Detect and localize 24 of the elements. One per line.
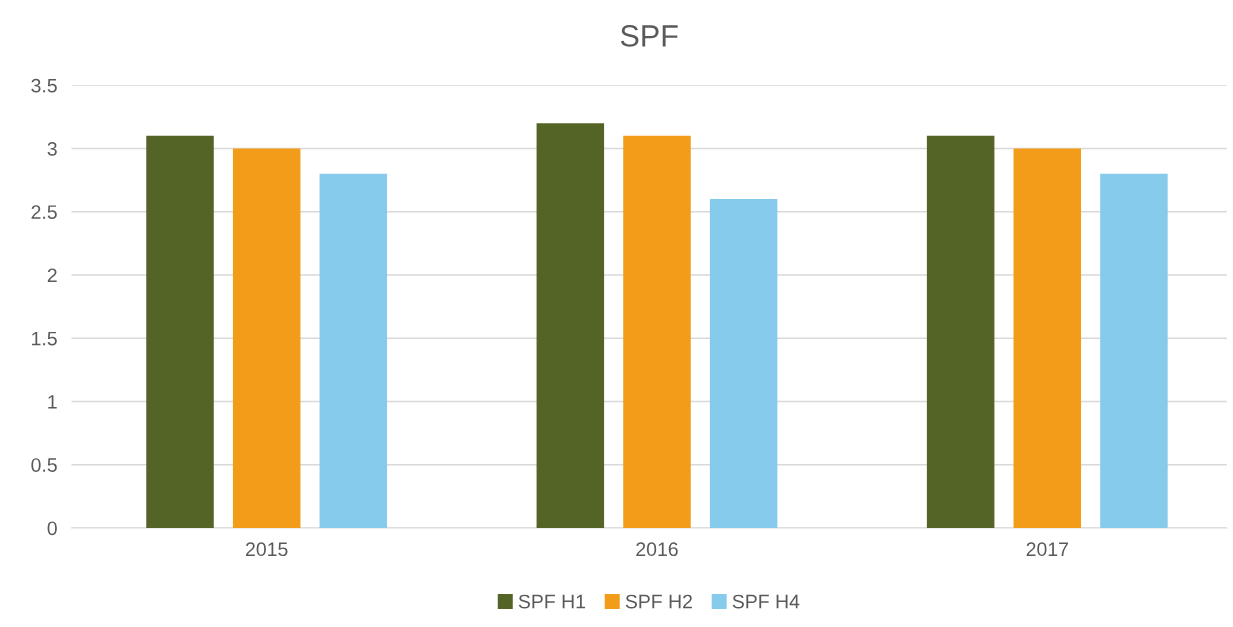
y-tick-label: 1.5 [32, 331, 57, 346]
x-tick-label: 2015 [246, 542, 288, 557]
y-tick-label: 3.5 [31, 78, 57, 93]
bar [926, 135, 995, 528]
x-tick-label: 2017 [1026, 542, 1068, 557]
bar [319, 173, 388, 528]
y-tick-label: 2.5 [31, 205, 57, 219]
y-tick-label: 0 [47, 521, 57, 536]
bar [146, 135, 214, 528]
y-tick-label: 3 [47, 141, 57, 156]
chart-title: SPF [620, 25, 678, 47]
bar [709, 199, 778, 528]
bar [1100, 173, 1168, 528]
bar [623, 135, 691, 528]
legend-label: SPF H1 [518, 594, 586, 609]
bar [232, 148, 301, 528]
bar [536, 123, 605, 528]
x-tick-label: 2016 [636, 542, 678, 557]
y-tick-label: 2 [47, 268, 57, 283]
legend-label: SPF H2 [625, 594, 692, 609]
y-tick-label: 0.5 [31, 458, 57, 472]
legend-label: SPF H4 [732, 594, 800, 609]
bar [1013, 148, 1082, 528]
y-tick-label: 1 [48, 395, 57, 409]
